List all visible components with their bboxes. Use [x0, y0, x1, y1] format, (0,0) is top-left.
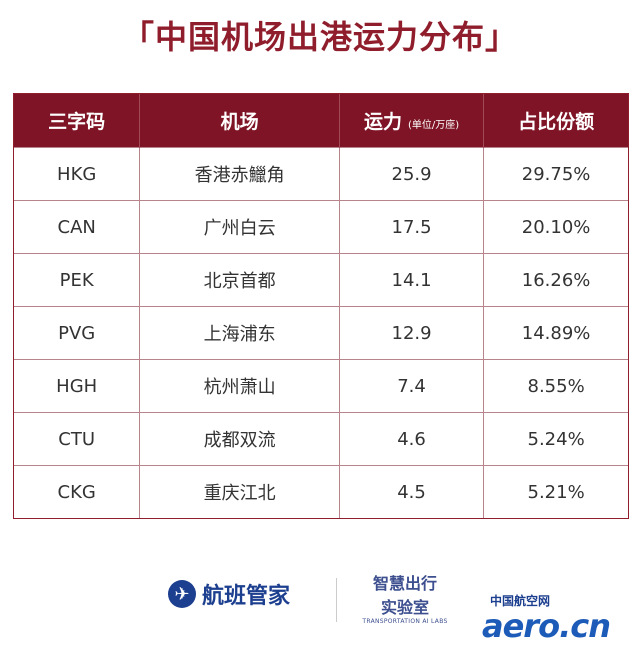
- table-row: HGH 杭州萧山 7.4 8.55%: [14, 359, 628, 413]
- cell-capacity: 4.6: [339, 412, 485, 466]
- cell-code: CTU: [14, 412, 141, 466]
- table-row: PVG 上海浦东 12.9 14.89%: [14, 306, 628, 360]
- header-capacity-label: 运力: [363, 111, 402, 133]
- header-capacity-unit: (单位/万座): [407, 120, 460, 131]
- smart-travel-lab-logo: 智慧出行 实验室 TRANSPORTATION AI LABS: [350, 570, 460, 625]
- capacity-table: 三字码 机场 运力 (单位/万座) 占比份额 HKG 香港赤鱲角 25.9 29.…: [13, 93, 629, 519]
- cell-share: 16.26%: [483, 253, 628, 307]
- header-airport: 机场: [139, 94, 340, 148]
- cell-capacity: 4.5: [339, 465, 485, 518]
- table-row: PEK 北京首都 14.1 16.26%: [14, 253, 628, 307]
- cell-share: 5.24%: [483, 412, 628, 466]
- footer-logos: ✈ 航班管家 智慧出行 实验室 TRANSPORTATION AI LABS 中…: [0, 560, 640, 643]
- cell-code: PEK: [14, 253, 141, 307]
- brand3-en: aero.cn: [482, 607, 611, 645]
- cell-share: 5.21%: [483, 465, 628, 518]
- header-capacity: 运力 (单位/万座): [339, 94, 485, 148]
- cell-capacity: 25.9: [339, 147, 485, 201]
- cell-share: 20.10%: [483, 200, 628, 254]
- cell-capacity: 17.5: [339, 200, 485, 254]
- brand2-line3: TRANSPORTATION AI LABS: [362, 618, 448, 625]
- brand2-line1: 智慧出行: [372, 574, 437, 593]
- hangbanguanjia-logo: ✈ 航班管家: [168, 578, 290, 610]
- cell-code: HKG: [14, 147, 141, 201]
- brand1-text: 航班管家: [202, 584, 291, 609]
- cell-airport: 上海浦东: [139, 306, 340, 360]
- cell-airport: 广州白云: [139, 200, 340, 254]
- footer-divider: [336, 578, 337, 622]
- cell-airport: 杭州萧山: [139, 359, 340, 413]
- cell-share: 14.89%: [483, 306, 628, 360]
- cell-code: CKG: [14, 465, 141, 518]
- cell-code: PVG: [14, 306, 141, 360]
- table-row: CAN 广州白云 17.5 20.10%: [14, 200, 628, 254]
- table-header-row: 三字码 机场 运力 (单位/万座) 占比份额: [14, 94, 628, 148]
- header-share: 占比份额: [483, 94, 628, 148]
- cell-capacity: 14.1: [339, 253, 485, 307]
- header-code: 三字码: [14, 94, 141, 148]
- cell-capacity: 7.4: [339, 359, 485, 413]
- table-row: CKG 重庆江北 4.5 5.21%: [14, 465, 628, 518]
- cell-code: CAN: [14, 200, 141, 254]
- cell-airport: 香港赤鱲角: [139, 147, 340, 201]
- cell-share: 29.75%: [483, 147, 628, 201]
- table-row: CTU 成都双流 4.6 5.24%: [14, 412, 628, 466]
- cell-capacity: 12.9: [339, 306, 485, 360]
- plane-icon: ✈: [168, 580, 196, 608]
- page-title: 「中国机场出港运力分布」: [121, 18, 518, 56]
- brand3-cn: 中国航空网: [490, 594, 551, 608]
- cell-airport: 重庆江北: [139, 465, 340, 518]
- cell-share: 8.55%: [483, 359, 628, 413]
- aero-cn-logo: 中国航空网 aero.cn: [482, 592, 632, 643]
- cell-airport: 北京首都: [139, 253, 340, 307]
- table-row: HKG 香港赤鱲角 25.9 29.75%: [14, 147, 628, 201]
- brand2-line2: 实验室: [380, 598, 429, 617]
- cell-code: HGH: [14, 359, 141, 413]
- cell-airport: 成都双流: [139, 412, 340, 466]
